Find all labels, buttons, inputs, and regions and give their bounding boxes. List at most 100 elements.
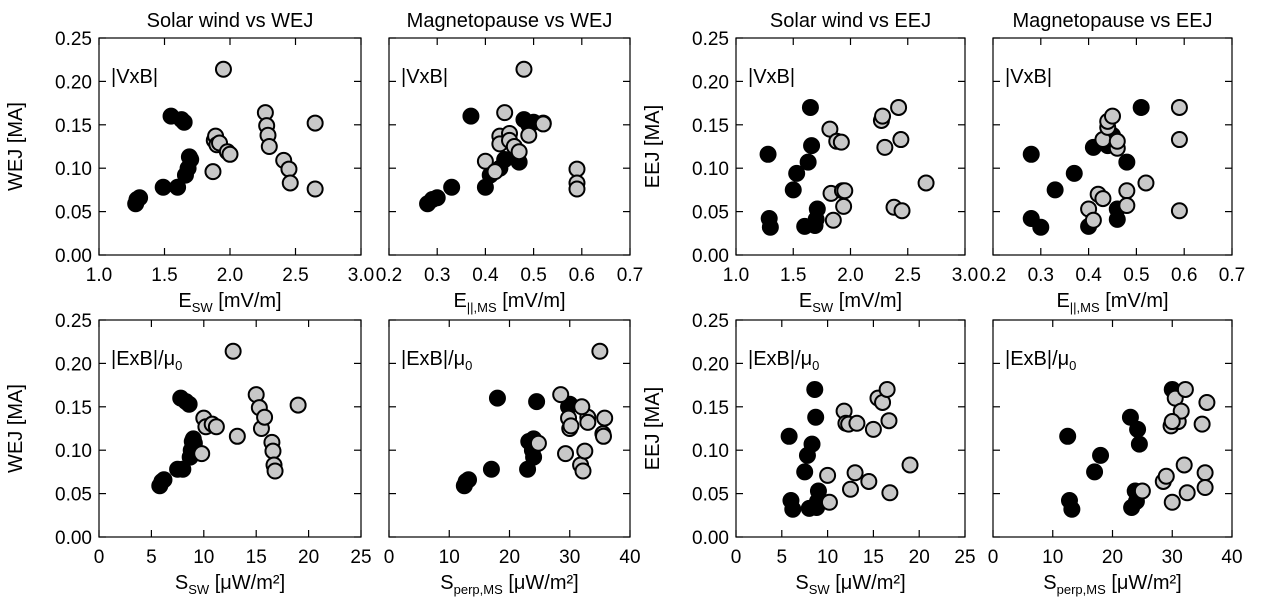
data-point-open [1196,479,1214,497]
annotation-main: |ExB|/μ [111,348,175,370]
x-axis-label-unit: [μW/m²] [830,572,906,594]
data-point-filled [182,151,200,169]
y-tick-label: 0.10 [55,159,92,180]
x-tick-label: 0.4 [1075,265,1102,286]
y-tick-label: 0.00 [692,528,729,549]
panel-p5: 0 5 10 15 20 25 0.00 0.05 0.10 0.15 0.20 0.25 SSW [μ… [5,311,372,597]
data-point-filled [796,463,814,481]
panel-annotation: |ExB|/μ0 [111,348,182,373]
data-point-filled [759,145,777,163]
plot-frame [992,37,1233,256]
y-tick-label: 0.10 [55,441,92,462]
data-point-open [836,182,854,200]
data-point-filled [528,393,546,411]
data-point-open [824,211,842,229]
x-tick-label: 0.2 [980,265,1006,286]
x-tick-label: 20 [298,547,319,568]
data-point-filled [1121,408,1139,426]
data-point-open [881,484,899,502]
data-point-open [901,456,919,474]
data-point-open [876,138,894,156]
data-point-open [1198,393,1216,411]
x-axis-label: Sperp,MS [μW/m²] [440,572,578,597]
x-axis-label-sub: SW [192,300,214,315]
data-point-filled [1022,145,1040,163]
data-point-filled [784,181,802,199]
annotation-sub: 0 [465,358,472,373]
data-point-filled [169,178,187,196]
data-point-filled [428,189,446,207]
x-axis-label: SSW [μW/m²] [795,572,905,597]
data-point-open [204,163,222,181]
x-tick-label: 2.5 [895,265,921,286]
x-tick-label: 2.0 [217,265,243,286]
panel-p2: Magnetopause vs WEJ 0.2 0.3 0.4 0.5 0.6 0.7 E||… [376,10,643,315]
x-tick-label: 0 [731,547,742,568]
y-axis-label: WEJ [MA] [5,102,27,191]
data-point-open [591,342,609,360]
x-tick-label: 5 [146,547,157,568]
x-tick-label: 1.5 [151,265,177,286]
data-point-open [1170,98,1188,116]
x-axis-label: SSW [μW/m²] [175,572,285,597]
annotation-sub: 0 [1069,358,1076,373]
y-tick-label: 0.25 [55,311,92,332]
y-tick-label: 0.20 [55,72,92,93]
data-point-open [266,462,284,480]
data-point-open [1118,197,1136,215]
panel-annotation: |VxB| [401,66,448,88]
data-point-open [890,98,908,116]
x-axis-label-main: S [1043,572,1056,594]
data-point-filled [806,380,824,398]
x-axis-label: Sperp,MS [μW/m²] [1043,572,1181,597]
panel-title: Solar wind vs EEJ [770,10,931,32]
y-tick-label: 0.20 [692,72,729,93]
x-tick-label: 5 [777,547,788,568]
data-point-filled [525,448,543,466]
data-point-filled [1132,98,1150,116]
x-axis-label-main: E [453,290,466,312]
x-axis-label-sub: perp,MS [454,582,503,597]
data-point-filled [1063,500,1081,518]
x-tick-label: 0 [94,547,105,568]
data-point-open [846,464,864,482]
data-point-open [1176,380,1194,398]
data-point-open [1196,464,1214,482]
y-axis-label: EEJ [MA] [642,387,664,470]
data-point-filled [784,500,802,518]
x-axis-label-main: S [440,572,453,594]
data-point-open [880,412,898,430]
annotation-main: |ExB|/μ [1005,348,1069,370]
panel-p4: Magnetopause vs EEJ 0.2 0.3 0.4 0.5 0.6 0.7 E||… [980,10,1245,315]
panel-annotation: |VxB| [111,66,158,88]
data-point-open [878,380,896,398]
data-point-open [1137,174,1155,192]
data-point-filled [1130,435,1148,453]
data-point-open [520,126,538,144]
panel-annotation: |VxB| [1005,66,1052,88]
x-axis-label-unit: [μW/m²] [1106,572,1182,594]
data-point-open [557,445,575,463]
y-tick-label: 0.05 [692,485,729,506]
data-point-filled [462,107,480,125]
data-point-open [579,413,597,431]
data-point-open [486,163,504,181]
data-point-filled [1108,210,1126,228]
data-point-open [594,427,612,445]
x-tick-label: 1.5 [780,265,806,286]
y-tick-label: 0.05 [692,203,729,224]
x-tick-label: 10 [817,547,838,568]
data-point-filled [799,153,817,171]
panel-title: Solar wind vs WEJ [147,10,314,32]
panel-p1: Solar wind vs WEJ 1.0 1.5 2.0 2.5 3.0 0.00 0.05… [5,10,374,315]
data-point-open [207,418,225,436]
x-tick-label: 20 [1102,547,1123,568]
x-tick-label: 1.0 [86,265,112,286]
data-point-filled [180,395,198,413]
panel-title: Magnetopause vs EEJ [1012,10,1212,32]
data-point-open [260,138,278,155]
data-point-filled [788,164,806,182]
data-point-filled [1092,446,1110,464]
data-point-filled [1065,164,1083,182]
